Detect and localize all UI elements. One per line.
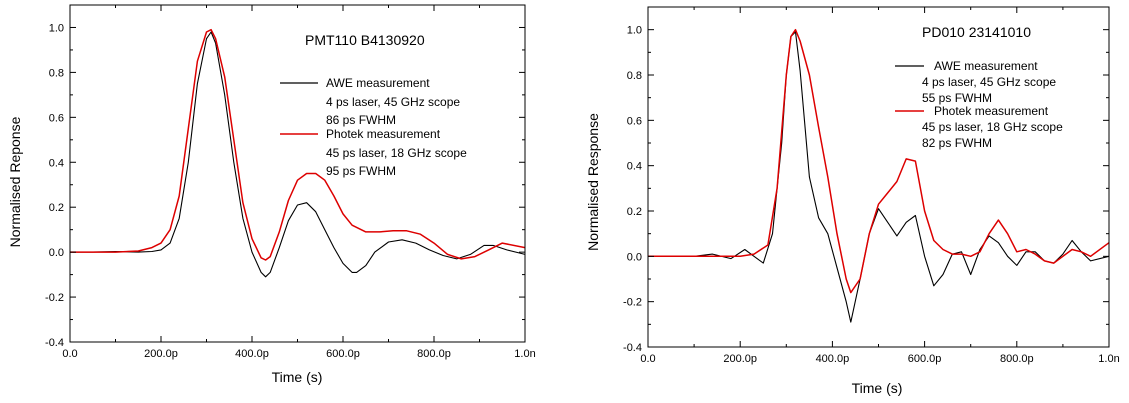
x-tick-label: 0.0 — [62, 348, 77, 360]
series-line-photek — [648, 28, 1110, 294]
legend-detail-awe-laser: 4 ps laser, 45 GHz scope — [326, 95, 460, 109]
x-tick-label: 600.0p — [908, 353, 942, 365]
plot-frame — [69, 4, 526, 343]
y-tick-label: 0.8 — [627, 70, 642, 82]
y-tick-label: 0.4 — [49, 157, 64, 169]
legend-label-photek: Photek measurement — [326, 127, 441, 141]
legend: AWE measurement 4 ps laser, 45 GHz scope… — [895, 59, 1063, 150]
legend-label-awe: AWE measurement — [934, 59, 1038, 73]
x-axis-title: Time (s) — [852, 380, 903, 396]
series-line-photek — [70, 28, 526, 261]
x-tick-label: 200.0p — [144, 348, 178, 360]
x-tick-label: 800.0p — [1000, 353, 1034, 365]
chart-panel-left: PMT110 B4130920 Normalised Reponse Time … — [7, 4, 536, 385]
y-tick-label: 1.0 — [627, 25, 642, 37]
chart-title: PMT110 B4130920 — [305, 32, 425, 48]
y-axis-title: Normalised Reponse — [7, 116, 23, 247]
chart-title: PD010 23141010 — [922, 24, 1031, 40]
y-tick-label: 0.2 — [49, 202, 64, 214]
legend-detail-photek-laser: 45 ps laser, 18 GHz scope — [326, 146, 467, 160]
legend-detail-awe-fwhm: 86 ps FWHM — [326, 113, 396, 127]
legend-label-photek: Photek measurement — [934, 104, 1049, 118]
legend-detail-awe-fwhm: 55 ps FWHM — [922, 91, 992, 105]
legend-detail-photek-fwhm: 82 ps FWHM — [922, 136, 992, 150]
x-tick-label: 400.0p — [235, 348, 269, 360]
y-tick-label: -0.4 — [45, 337, 64, 349]
y-tick-label: -0.2 — [45, 292, 64, 304]
y-tick-label: -0.4 — [623, 342, 642, 354]
y-tick-label: 0.6 — [627, 115, 642, 127]
y-tick-label: 0.8 — [49, 67, 64, 79]
legend: AWE measurement 4 ps laser, 45 GHz scope… — [280, 76, 467, 178]
x-tick-label: 800.0p — [417, 348, 451, 360]
x-axis-title: Time (s) — [272, 369, 323, 385]
legend-detail-photek-fwhm: 95 ps FWHM — [326, 164, 396, 178]
x-tick-label: 200.0p — [723, 353, 757, 365]
y-tick-label: 1.0 — [49, 22, 64, 34]
y-tick-label: 0.4 — [627, 161, 642, 173]
x-tick-label: 600.0p — [326, 348, 360, 360]
chart-panel-right: PD010 23141010 Normalised Response Time … — [585, 6, 1120, 396]
y-axis-title: Normalised Response — [585, 113, 601, 251]
series-line-awe — [70, 31, 526, 278]
y-tick-label: -0.2 — [623, 297, 642, 309]
y-tick-label: 0.0 — [49, 247, 64, 259]
legend-detail-awe-laser: 4 ps laser, 45 GHz scope — [922, 75, 1056, 89]
plot-frame — [647, 6, 1110, 348]
x-tick-label: 1.0n — [1098, 353, 1119, 365]
legend-label-awe: AWE measurement — [326, 76, 430, 90]
legend-detail-photek-laser: 45 ps laser, 18 GHz scope — [922, 120, 1063, 134]
x-tick-label: 0.0 — [640, 353, 655, 365]
y-tick-label: 0.6 — [49, 112, 64, 124]
y-tick-label: 0.2 — [627, 206, 642, 218]
x-tick-label: 400.0p — [816, 353, 850, 365]
y-tick-label: 0.0 — [627, 251, 642, 263]
x-tick-label: 1.0n — [514, 348, 535, 360]
